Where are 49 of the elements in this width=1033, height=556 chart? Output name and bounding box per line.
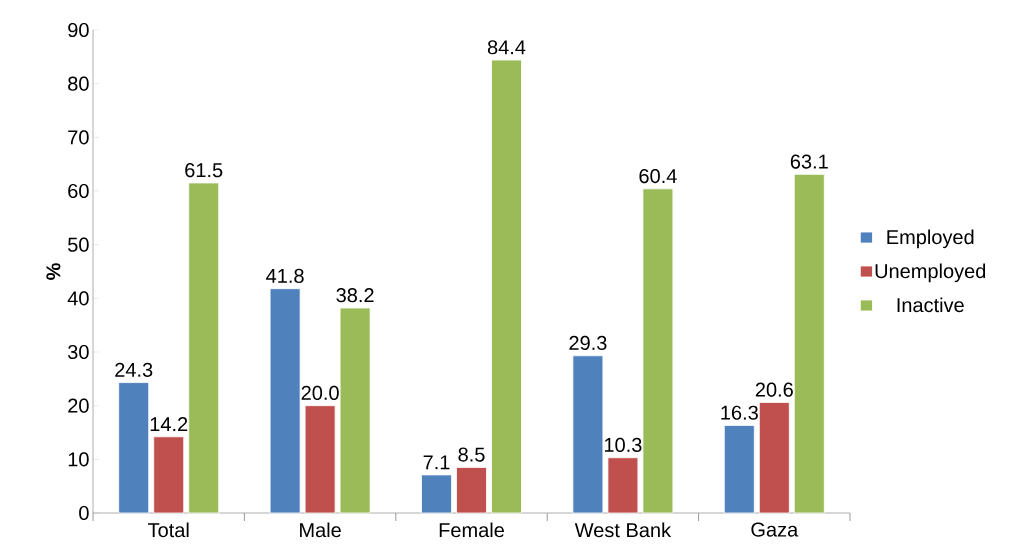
y-axis-title: % [46, 263, 61, 280]
bar [118, 382, 150, 514]
data-label: 8.5 [458, 447, 485, 462]
data-label: 20.6 [755, 382, 793, 397]
bar [793, 173, 825, 514]
data-label: 60.4 [639, 168, 677, 184]
data-label: 20.0 [301, 385, 339, 400]
legend-label: Unemployed [875, 263, 986, 283]
y-tick-label: 20 [68, 398, 89, 413]
y-tick-label: 0 [79, 505, 89, 521]
y-tick-label: 50 [68, 237, 89, 252]
data-label: 41.8 [266, 268, 304, 283]
x-tick-label: West Bank [574, 522, 672, 538]
y-tick-label: 80 [68, 76, 89, 91]
bar [456, 466, 487, 514]
bar [421, 474, 452, 514]
bar [758, 402, 790, 514]
bar [188, 182, 220, 514]
y-tick-label: 90 [68, 22, 89, 38]
x-tick-label: Gaza [751, 522, 799, 537]
legend-label: Employed [887, 229, 974, 249]
data-label: 61.5 [185, 163, 223, 178]
x-tick-label: Female [439, 522, 504, 538]
data-label: 84.4 [487, 40, 526, 55]
legend-label: Inactive [897, 297, 964, 313]
y-tick-label: 60 [68, 183, 89, 199]
y-tick-label: 40 [67, 291, 89, 306]
bar [339, 307, 371, 514]
bar [723, 425, 755, 514]
x-tick-label: Total [148, 522, 189, 538]
x-tick-label: Male [300, 522, 341, 538]
bar [572, 355, 604, 514]
data-label: 14.2 [150, 417, 188, 432]
data-label: 38.2 [336, 288, 374, 303]
bar [304, 405, 336, 514]
bar [607, 457, 639, 514]
y-tick-label: 70 [68, 130, 89, 145]
data-label: 10.3 [604, 437, 642, 453]
data-label: 63.1 [790, 154, 828, 169]
data-label: 16.3 [721, 405, 758, 420]
bar [153, 436, 185, 514]
bar [642, 188, 674, 514]
bar [491, 59, 522, 514]
data-label: 7.1 [423, 455, 450, 470]
bar [269, 288, 301, 514]
y-tick-label: 10 [68, 452, 89, 467]
data-label: 29.3 [569, 335, 607, 351]
y-tick-label: 30 [68, 344, 89, 360]
data-label: 24.3 [115, 362, 153, 377]
